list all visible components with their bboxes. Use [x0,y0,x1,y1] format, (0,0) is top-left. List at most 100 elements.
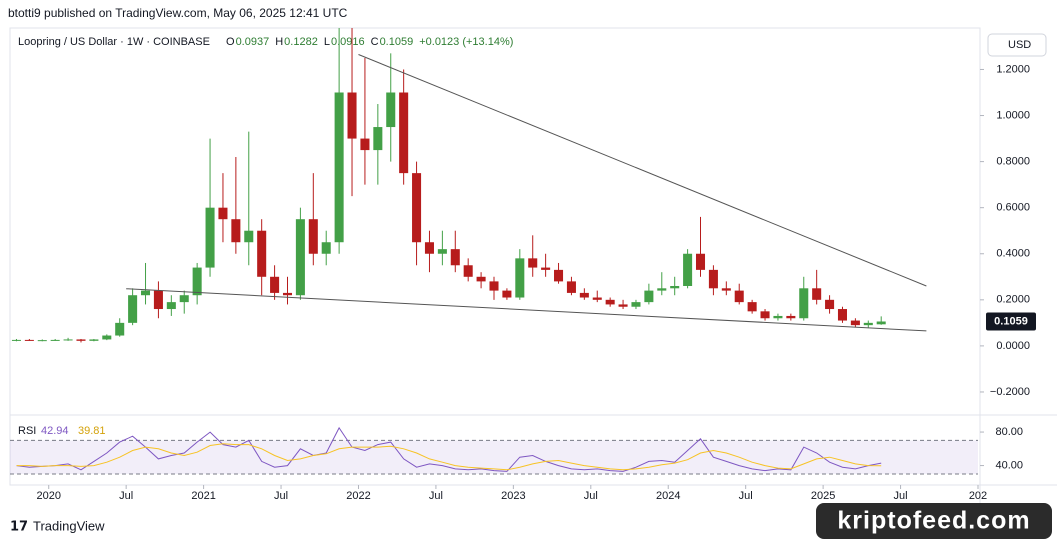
y-tick-label: 0.0000 [996,340,1030,352]
candle-body [476,276,486,282]
candle-body [554,269,564,282]
published: btotti9 published on TradingView.com, Ma… [8,6,348,20]
rsi-tick-label: 40.00 [995,459,1023,471]
trend-line [358,54,927,287]
candle-body [412,173,422,243]
candle-body [850,320,860,326]
y-tick-label: −0.2000 [990,386,1030,398]
ohlc-value: 0.0916 [331,36,365,48]
x-tick-label: 2020 [36,490,60,502]
rsi-tick-label: 80.00 [995,426,1023,438]
candle-body [270,276,280,293]
candle-body [502,290,512,298]
brand: TradingView [33,518,105,533]
candle-body [670,286,680,289]
candle-body [799,288,809,319]
candle-body [128,295,138,323]
candle-body [24,339,34,341]
candle-body [192,267,202,296]
candle-body [450,249,460,266]
candle-body [515,258,525,298]
x-tick-label: Jul [429,490,443,502]
candle-body [244,230,254,243]
candle-body [695,253,706,270]
ohlc-value: 0.1282 [284,36,318,48]
candle-body [683,253,693,286]
candle-body [76,339,86,341]
ohlc-label: O [226,36,235,48]
rsi-line [16,443,882,471]
candle-body [179,295,189,303]
candle-body [786,315,796,319]
candle-body [566,281,576,293]
candle-body [295,219,305,296]
candle-body [166,302,176,310]
rsi-value: 42.94 [41,425,69,437]
trend-line [126,288,927,332]
ohlc-label: L [324,36,330,48]
y-tick-label: 0.2000 [996,294,1030,306]
x-tick-label: 202 [969,490,987,502]
x-tick-label: Jul [584,490,598,502]
candle-body [308,219,318,254]
y-tick-label: 0.8000 [996,156,1030,168]
x-tick-label: 2022 [346,490,370,502]
candle-body [863,322,873,326]
candle-body [618,304,628,307]
price-label: 0.1059 [994,315,1028,327]
ohlc-value: 0.1059 [380,36,414,48]
candle-body [734,290,744,303]
candle-body [63,339,73,341]
candle-body [37,340,47,342]
candle-body [321,242,331,254]
rsi-band [10,440,978,474]
watermark: kriptofeed.com [837,507,1030,535]
candle-body [837,309,847,321]
candle-body [760,311,770,319]
candle-body [205,207,215,268]
y-tick-label: 0.6000 [996,202,1030,214]
x-tick-label: 2021 [191,490,215,502]
candle-body [437,249,447,254]
candle-body [50,339,60,341]
candle-body [282,292,293,296]
candle-body [89,339,99,341]
candle-body [334,92,344,243]
ohlc-label: C [371,36,379,48]
candle-body [347,92,357,139]
candle-body [141,290,151,296]
x-tick-label: 2024 [656,490,680,502]
candle-body [605,299,615,305]
candle-body [812,288,822,300]
x-tick-label: 2025 [811,490,835,502]
candle-body [631,302,641,307]
currency-button[interactable] [987,33,1047,57]
x-tick-label: Jul [119,490,133,502]
candle-body [773,315,783,319]
candle-body [489,281,499,291]
rsi-ma-value: 39.81 [78,425,106,437]
price-label-box [986,312,1036,331]
symbol: Loopring / US Dollar · 1W · COINBASE [18,36,210,48]
ohlc-label: H [275,36,283,48]
candle-body [424,242,434,254]
candle-body [102,335,112,340]
candle-body [708,269,718,289]
x-tick-label: Jul [739,490,753,502]
candle-body [579,292,589,298]
candle-body [11,339,21,341]
rsi-line [16,426,882,472]
change: +0.0123 (+13.14%) [419,36,513,48]
legend-header: Loopring / US Dollar · 1W · COINBASE O 0.… [18,36,513,48]
candle-body [463,265,473,277]
x-tick-label: 2023 [501,490,525,502]
candle-body [541,267,551,270]
candle-body [386,92,396,128]
watermark-box [816,503,1052,539]
candle-body [644,290,654,303]
candle-body [231,219,241,243]
candle-body [360,138,370,151]
candle-body [657,288,667,291]
currency[interactable]: USD [1008,39,1031,51]
